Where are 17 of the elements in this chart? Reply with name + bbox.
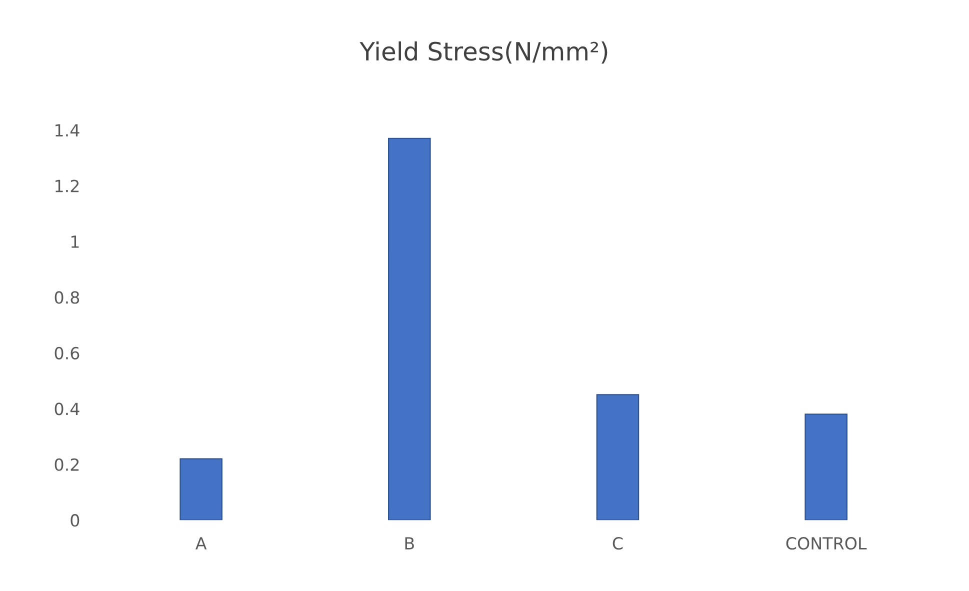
- bar: [596, 394, 640, 520]
- x-tick-label: CONTROL: [786, 537, 867, 550]
- y-tick-label: 0: [70, 514, 80, 527]
- bar: [804, 414, 848, 520]
- bar: [180, 458, 222, 520]
- chart-title: Yield Stress(N/mm²): [360, 41, 608, 64]
- x-tick-label: C: [612, 537, 623, 550]
- y-tick-label: 1: [71, 236, 79, 248]
- x-tick-label: B: [405, 537, 414, 550]
- bar: [388, 138, 431, 520]
- y-tick-label: 1.4: [56, 124, 80, 136]
- y-tick-label: 1.2: [56, 180, 79, 192]
- y-tick-label: 0.8: [54, 291, 80, 304]
- y-tick-label: 0.4: [54, 402, 80, 416]
- y-tick-label: 0.2: [54, 458, 79, 471]
- x-tick-label: A: [195, 537, 207, 550]
- y-tick-label: 0.6: [54, 346, 80, 360]
